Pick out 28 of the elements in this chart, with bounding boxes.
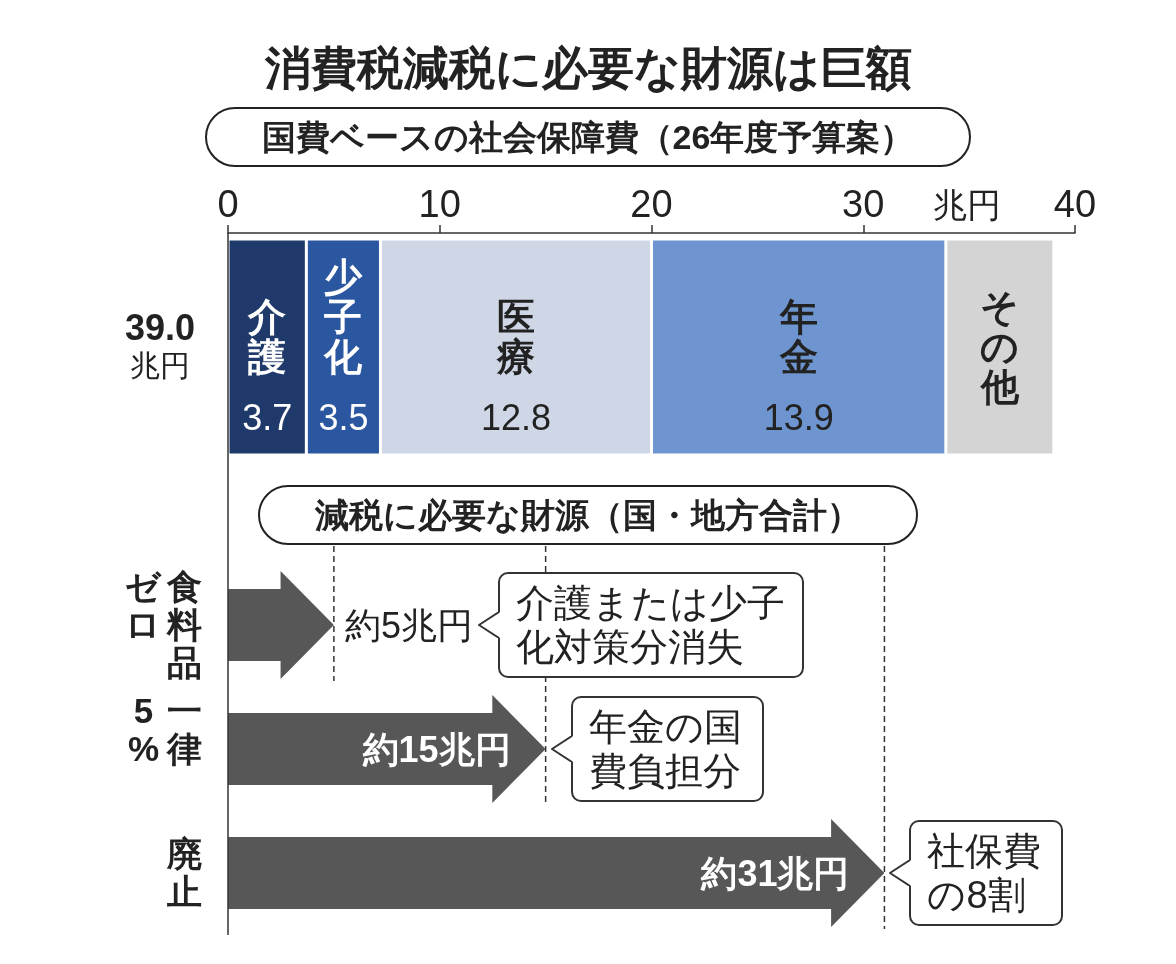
data-label: 約5兆円 — [344, 604, 473, 646]
x-tick-label: 20 — [630, 183, 673, 225]
annotation: 減税に必要な財源（国・地方合計） — [314, 496, 861, 534]
annotation: 社保費の8割 — [909, 820, 1064, 926]
y-tick-label: 廃止 — [167, 834, 202, 911]
y-tick-label: 食料品ゼロ — [125, 567, 202, 682]
series-label: 介護 — [247, 296, 288, 378]
y-tick-label: 一律5% — [126, 691, 202, 770]
x-axis-title: 兆円 — [933, 186, 1001, 224]
series-label: 少子化 — [323, 256, 364, 378]
x-tick-label: 10 — [418, 183, 461, 225]
series-label: 医療 — [495, 296, 536, 378]
data-label: 3.5 — [318, 396, 369, 438]
annotation: 介護または少子化対策分消失 — [497, 572, 804, 678]
data-label: 12.8 — [480, 396, 552, 438]
series-label: 年金 — [778, 296, 819, 378]
chart-title: 消費税減税に必要な財源は巨額 — [263, 42, 912, 94]
x-tick-label: 0 — [217, 183, 239, 225]
data-label: 約31兆円 — [700, 852, 850, 894]
data-label: 13.9 — [763, 396, 834, 438]
x-tick-label: 40 — [1053, 183, 1097, 225]
x-tick-label: 30 — [842, 183, 885, 225]
series-label: その他 — [979, 286, 1020, 408]
data-label: 約15兆円 — [361, 728, 511, 770]
data-label: 3.7 — [242, 396, 293, 438]
chart-subtitle: 国費ベースの社会保障費（26年度予算案） — [261, 118, 915, 156]
y-tick-label: 39.0兆円 — [123, 307, 197, 384]
annotation: 年金の国費負担分 — [570, 696, 764, 802]
